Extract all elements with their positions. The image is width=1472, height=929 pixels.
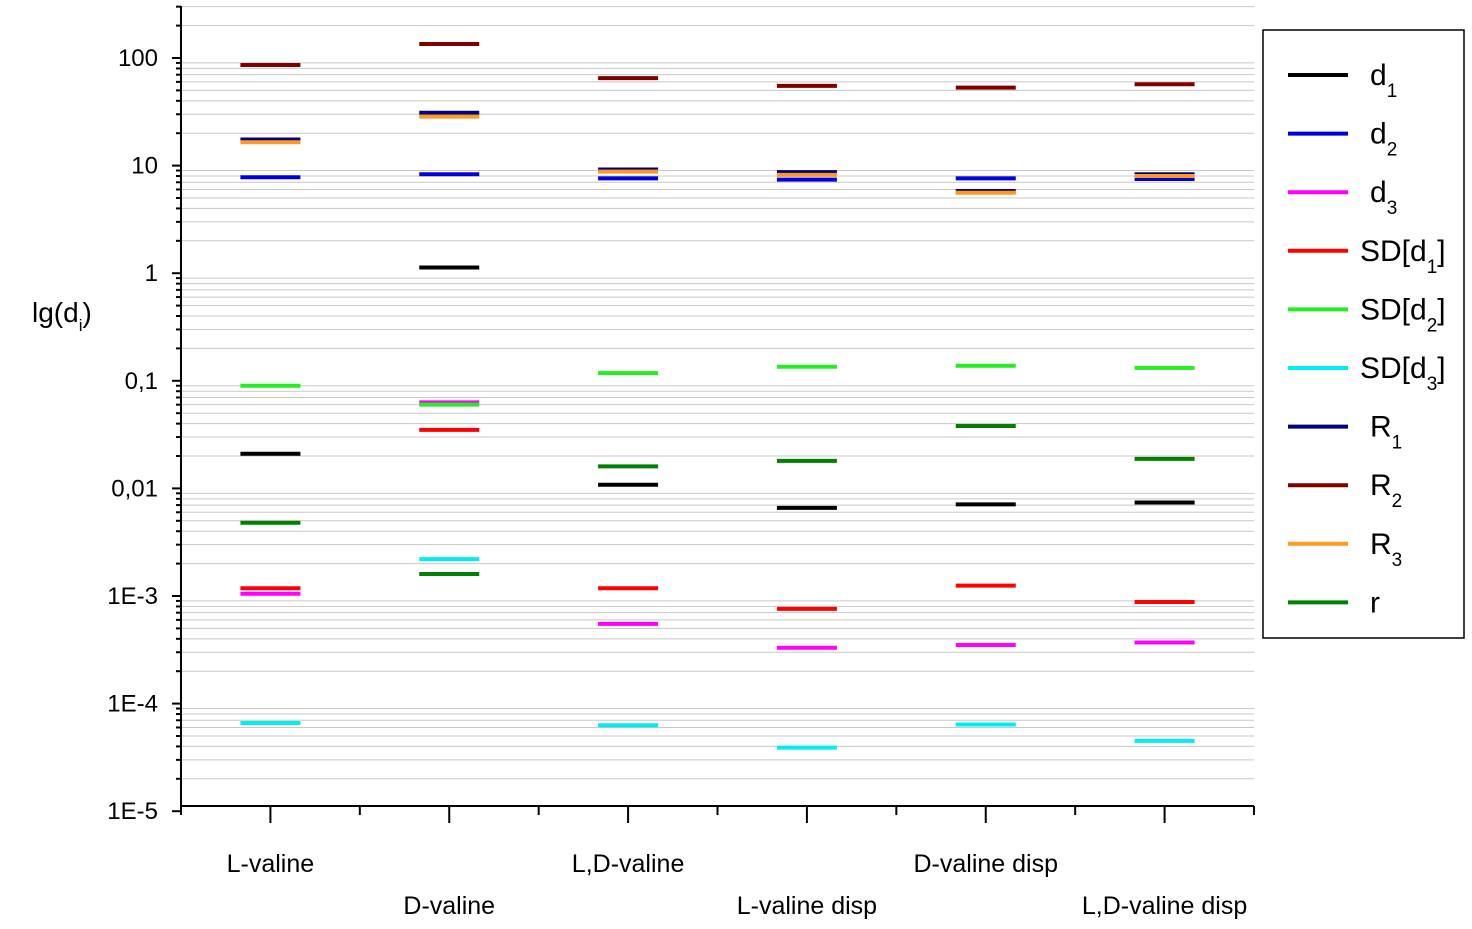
y-tick-label: 0,01: [111, 475, 158, 502]
legend: d1 d2 d3 SD[d1] SD[d2] SD[d3] R1 R2 R3 r: [1288, 59, 1446, 619]
y-tick-label: 0,1: [125, 368, 158, 395]
y-tick-label: 100: [118, 45, 158, 72]
x-tick-label: L,D-valine disp: [1082, 892, 1247, 920]
x-axis-ticks: [180, 806, 1255, 823]
x-axis-labels: L-valine D-valine L,D-valine L-valine disp D…: [227, 850, 1248, 920]
x-tick-label: D-valine: [403, 892, 495, 920]
y-tick-label: 10: [131, 153, 158, 180]
plot-area: [240, 41, 1195, 750]
y-tick-label: 1E-3: [107, 583, 158, 610]
x-tick-label: D-valine disp: [913, 850, 1058, 878]
legend-label: d1: [1370, 59, 1397, 102]
legend-label: SD[d2]: [1360, 293, 1446, 336]
y-tick-label: 1E-4: [107, 691, 158, 718]
legend-box: [1262, 29, 1465, 639]
y-axis-ticks: 1E-5 1E-4 1E-3 0,01 0,1 1 10 100: [107, 5, 181, 825]
y-tick-label: 1: [145, 260, 158, 287]
legend-label: R3: [1370, 528, 1402, 571]
legend-label: SD[d1]: [1360, 235, 1446, 278]
legend-label: r: [1370, 586, 1380, 619]
y-tick-label: 1E-5: [107, 798, 158, 825]
legend-label: SD[d3]: [1360, 352, 1446, 395]
x-tick-label: L,D-valine: [572, 850, 685, 878]
x-tick-label: L-valine disp: [737, 892, 877, 920]
legend-label: R1: [1370, 411, 1402, 454]
grid: [181, 6, 1254, 780]
y-axis-label: lg(di): [32, 297, 92, 335]
legend-label: d2: [1370, 118, 1397, 161]
legend-label: R2: [1370, 469, 1402, 512]
x-tick-label: L-valine: [227, 850, 315, 878]
legend-label: d3: [1370, 176, 1397, 219]
